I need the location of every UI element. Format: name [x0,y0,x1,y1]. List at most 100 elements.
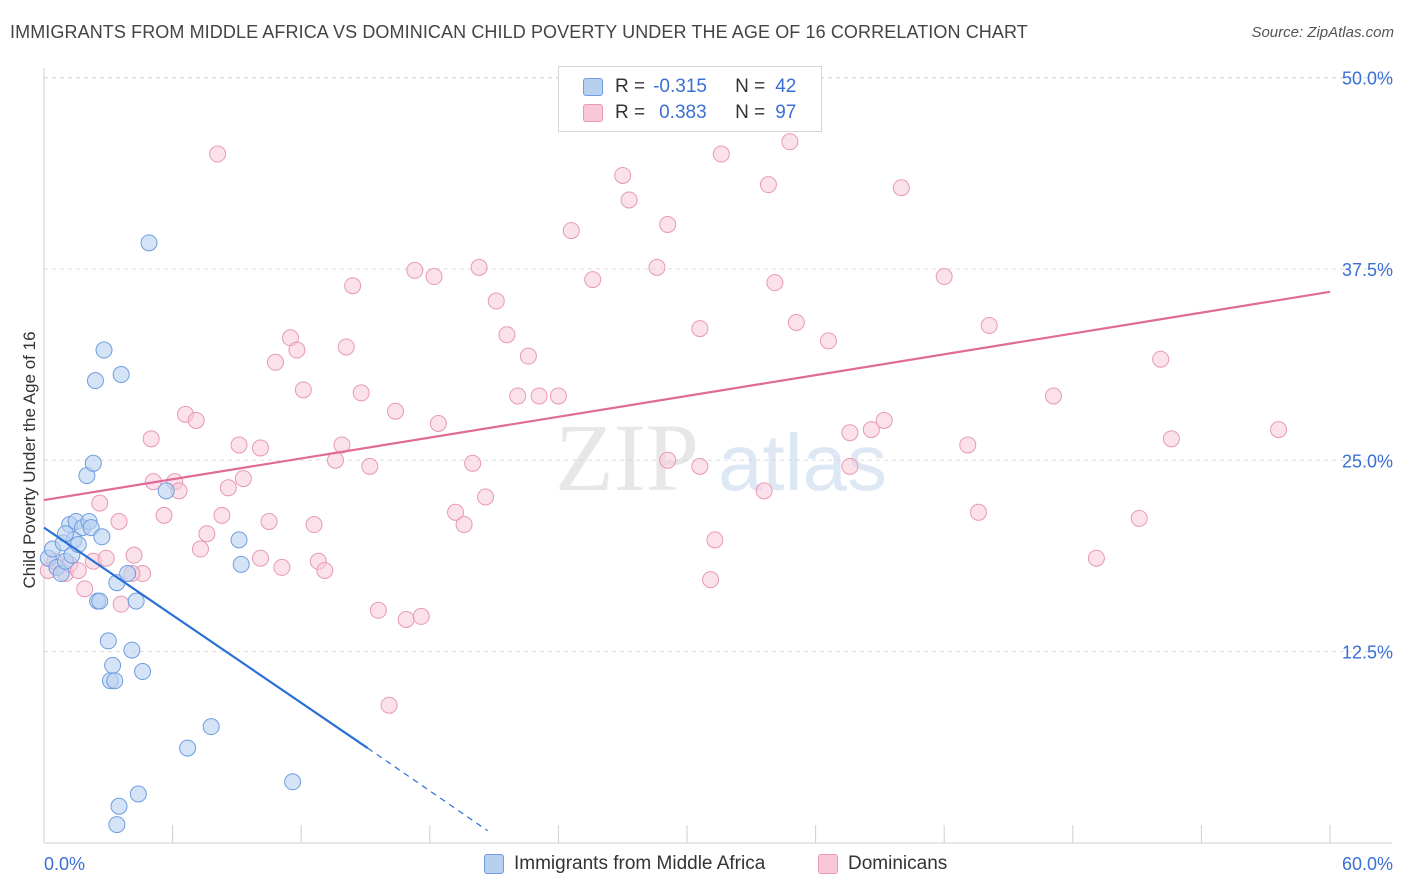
bottom-legend-middle-africa: Immigrants from Middle Africa [484,851,765,877]
middle-africa-point [110,797,128,815]
middle-africa-point [112,366,130,384]
dominicans-point [781,133,799,151]
dominicans-point [333,436,351,454]
middle-africa-point [99,632,117,650]
dominicans-point [447,503,465,521]
correlation-legend: R = -0.315 N = 42 R = 0.383 N = 97 [558,66,822,132]
dominicans-trend-line [43,290,1331,502]
dominicans-point [213,506,231,524]
dominicans-point [387,402,405,420]
dominicans-point [1045,387,1063,405]
dominicans-point [260,512,278,530]
dominicans-point [191,540,209,558]
dominicans-point [112,595,130,613]
legend-row-middle-africa: R = -0.315 N = 42 [583,75,796,99]
y-tick-label: 25.0% [1342,451,1393,471]
dominicans-point [841,457,859,475]
dominicans-point [344,277,362,295]
legend-r-label: R = [615,76,646,97]
dominicans-point [234,470,252,488]
dominicans-point [969,503,987,521]
dominicans-point [337,338,355,356]
dominicans-point [380,696,398,714]
dominicans-point [1152,350,1170,368]
middle-africa-point [284,773,302,791]
dominicans-point [875,411,893,429]
dominicans-point [959,436,977,454]
dominicans-point [530,387,548,405]
watermark: ZIP atlas [555,404,887,511]
middle-africa-point [157,482,175,500]
legend-swatch-pink [583,104,603,122]
middle-africa-point [127,592,145,610]
dominicans-point [755,482,773,500]
dominicans-point [620,191,638,209]
dominicans-point [648,258,666,276]
bottom-legend-label: Dominicans [848,853,948,874]
dominicans-point [470,258,488,276]
middle-africa-trend-line [43,526,369,749]
middle-africa-point [84,454,102,472]
legend-r-value: 0.383 [659,102,707,123]
dominicans-point [425,268,443,286]
middle-africa-trend-extension [367,747,489,832]
middle-africa-point [95,341,113,359]
y-tick-label: 37.5% [1342,260,1393,280]
middle-africa-point [134,663,152,681]
dominicans-point [659,215,677,233]
chart-title: IMMIGRANTS FROM MIDDLE AFRICA VS DOMINIC… [10,22,1028,42]
dominicans-point [198,525,216,543]
middle-africa-points [39,234,302,834]
dominicans-point [219,479,237,497]
dominicans-point [487,292,505,310]
dominicans-point [91,494,109,512]
y-tick-label: 50.0% [1342,69,1393,89]
dominicans-point [584,271,602,289]
dominicans-point [76,580,94,598]
dominicans-point [209,145,227,163]
bottom-legend-dominicans: Dominicans [818,851,947,877]
dominicans-point [892,179,910,197]
dominicans-point [273,558,291,576]
middle-africa-point [129,785,147,803]
y-axis-label: Child Poverty Under the Age of 16 [20,331,39,589]
legend-n-value: 42 [775,76,797,97]
dominicans-point [1162,430,1180,448]
dominicans-point [759,176,777,194]
middle-africa-point [104,656,122,674]
middle-africa-point [93,528,111,546]
axis-ticks: 12.5% 25.0% 37.5% 50.0% 0.0% 60.0% [44,69,1393,875]
watermark-atlas: atlas [718,418,887,507]
source-credit: Source: ZipAtlas.com [1251,24,1394,41]
legend-swatch-blue [583,78,603,96]
dominicans-point [361,457,379,475]
dominicans-point [562,222,580,240]
middle-africa-point [179,739,197,757]
dominicans-point [498,326,516,344]
middle-africa-point [108,816,126,834]
dominicans-point [251,549,269,567]
dominicans-point [155,506,173,524]
bottom-legend-label: Immigrants from Middle Africa [514,853,766,874]
dominicans-point [1270,421,1288,439]
legend-n-label: N = [735,76,766,97]
dominicans-point [406,261,424,279]
dominicans-point [1130,509,1148,527]
dominicans-point [142,430,160,448]
dominicans-point [455,516,473,534]
dominicans-point [125,546,143,564]
dominicans-point [288,341,306,359]
legend-row-dominicans: R = 0.383 N = 97 [583,101,796,125]
dominicans-point [706,531,724,549]
middle-africa-point [232,555,250,573]
dominicans-point [187,411,205,429]
dominicans-point [787,313,805,331]
dominicans-point [509,387,527,405]
dominicans-point [294,381,312,399]
trend-lines [43,290,1331,832]
x-tick-label: 0.0% [44,854,85,874]
middle-africa-point [202,718,220,736]
dominicans-point [659,451,677,469]
middle-africa-point [140,234,158,252]
